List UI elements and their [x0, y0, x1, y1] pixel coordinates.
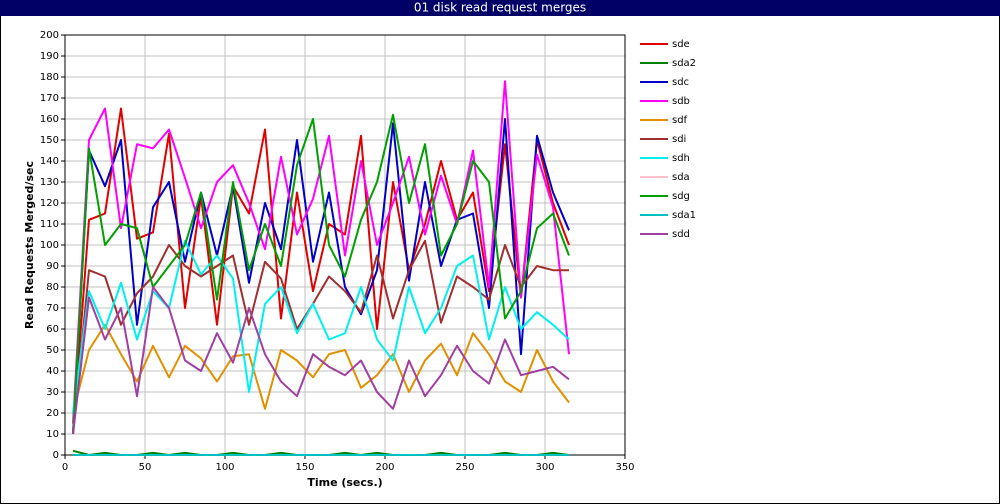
- y-tick-label: 40: [46, 366, 59, 377]
- legend-label: sdh: [672, 153, 690, 164]
- y-tick-label: 0: [53, 450, 59, 461]
- y-tick-label: 190: [40, 51, 59, 62]
- x-tick-label: 50: [139, 462, 152, 473]
- y-axis-label: Read Requests Merged/sec: [23, 161, 36, 329]
- y-tick-label: 20: [46, 408, 59, 419]
- legend-label: sda1: [672, 210, 696, 221]
- series-line: [72, 323, 570, 414]
- x-tick-label: 100: [215, 462, 234, 473]
- y-tick-label: 80: [46, 282, 59, 293]
- x-axis-label: Time (secs.): [307, 476, 382, 489]
- legend-label: sda2: [672, 58, 696, 69]
- y-tick-label: 140: [40, 156, 59, 167]
- y-tick-label: 130: [40, 177, 59, 188]
- x-tick-label: 350: [615, 462, 634, 473]
- y-tick-label: 200: [40, 30, 59, 41]
- y-tick-label: 100: [40, 240, 59, 251]
- x-tick-label: 300: [535, 462, 554, 473]
- y-tick-label: 160: [40, 114, 59, 125]
- x-tick-label: 150: [295, 462, 314, 473]
- y-tick-label: 110: [40, 219, 59, 230]
- series-line: [72, 239, 569, 435]
- legend-label: sdg: [672, 191, 690, 202]
- title-bar: [0, 0, 1000, 16]
- series-line: [72, 239, 570, 414]
- chart-title: 01 disk read request merges: [414, 1, 586, 15]
- series-line: [72, 113, 570, 435]
- y-tick-label: 30: [46, 387, 59, 398]
- series-line: [72, 80, 570, 424]
- x-tick-label: 0: [62, 462, 68, 473]
- y-tick-label: 50: [46, 345, 59, 356]
- y-tick-label: 180: [40, 72, 59, 83]
- y-tick-label: 150: [40, 135, 59, 146]
- legend-label: sde: [672, 39, 690, 50]
- y-tick-label: 170: [40, 93, 59, 104]
- legend-label: sdc: [672, 77, 689, 88]
- x-tick-label: 250: [455, 462, 474, 473]
- y-tick-label: 120: [40, 198, 59, 209]
- legend-label: sdf: [672, 115, 688, 126]
- legend-label: sdd: [672, 229, 690, 240]
- series-line: [72, 118, 570, 435]
- legend-label: sda: [672, 172, 690, 183]
- legend-label: sdb: [672, 96, 690, 107]
- x-tick-label: 200: [375, 462, 394, 473]
- y-tick-label: 60: [46, 324, 59, 335]
- y-tick-label: 10: [46, 429, 59, 440]
- y-tick-label: 90: [46, 261, 59, 272]
- series-line: [72, 107, 570, 435]
- y-tick-label: 70: [46, 303, 59, 314]
- legend-label: sdi: [672, 134, 686, 145]
- series-line: [72, 286, 570, 435]
